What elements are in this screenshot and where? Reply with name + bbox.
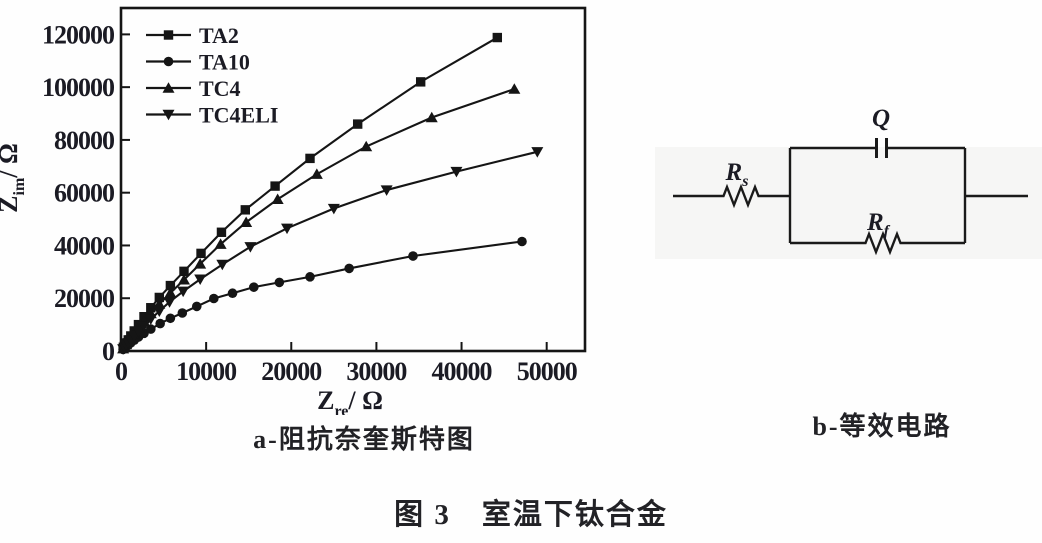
series-marker-TA10 [155,318,165,329]
series-marker-TC4 [164,287,177,298]
resistor-rs-label: Rs [725,159,749,190]
capacitor-q-plates [875,138,888,158]
series-marker-TA10 [165,313,176,324]
series-marker-TC4 [153,298,166,309]
legend-marker-TC4ELI [162,109,175,121]
series-marker-TA2 [415,77,426,87]
y-tick-label: 80000 [54,126,115,155]
nyquist-chart: Zim/ Ω Zre/ Ω 0 10000 20000 30000 40000 50000… [0,6,587,415]
resistor-rf-label: Rf [866,209,891,240]
figure-caption: 图 3 室温下钛合金 [394,499,668,531]
series-marker-TA10 [344,263,354,274]
legend-label-TC4ELI: TC4ELI [199,103,278,128]
series-marker-TA2 [196,248,206,259]
panel-a-caption: a-阻抗奈奎斯特图 [253,425,475,454]
series-marker-TA10 [177,308,188,318]
series-marker-TA2 [154,292,165,303]
series-marker-TC4 [194,258,207,269]
series-marker-TA10 [227,288,238,299]
capacitor-q-label: Q [872,105,890,132]
resistor-rs [720,183,762,209]
x-tick-label: 20000 [261,357,322,386]
resistor-rf [862,230,904,256]
y-tick-label: 120000 [42,20,115,49]
x-axis-label: Zre/ Ω [317,386,383,415]
y-tick-label: 0 [102,337,115,366]
series-marker-TA2 [305,153,315,164]
legend-label-TA10: TA10 [199,50,250,75]
series-marker-TC4ELI [450,166,463,178]
x-tick-label: 30000 [346,357,407,386]
x-tick-label: 40000 [432,357,493,386]
legend-marker-TC4 [162,82,175,93]
series-marker-TC4 [425,111,438,123]
series-marker-TC4ELI [132,326,145,338]
series-marker-TC4 [508,83,521,94]
series-marker-TA2 [270,181,280,191]
legend-marker-TA10 [163,56,174,67]
series-marker-TC4 [310,168,323,179]
series-marker-TA10 [145,324,156,334]
series-marker-TC4ELI [194,274,207,286]
y-axis-label: Zim/ Ω [0,143,28,213]
legend-marker-TA2 [163,30,174,40]
y-tick-label: 60000 [54,179,115,208]
series-marker-TC4ELI [380,185,393,196]
series-marker-TC4ELI [216,259,229,271]
series-marker-TA10 [209,293,219,304]
y-tick-label: 20000 [54,284,115,313]
y-tick-label: 100000 [42,73,115,102]
series-line-TA2 [122,36,498,349]
series-marker-TA10 [517,236,527,247]
x-tick-label: 50000 [517,357,578,386]
series-marker-TA10 [408,251,418,261]
series-marker-TC4 [178,273,191,285]
scan-background-band [655,147,1042,259]
panel-b-caption: b-等效电路 [812,412,952,441]
series-marker-TA2 [216,227,227,237]
series-marker-TC4 [360,140,373,152]
series-marker-TC4ELI [327,203,340,215]
legend-label-TC4: TC4 [199,76,241,101]
x-tick-label: 10000 [176,357,237,386]
y-tick-label: 40000 [54,231,115,260]
series-marker-TC4 [240,216,253,227]
series-marker-TA10 [249,282,259,292]
series-marker-TA2 [179,266,189,277]
series-marker-TA10 [305,272,315,282]
x-tick-label: 0 [115,357,128,386]
series-marker-TA2 [492,32,503,43]
series-marker-TC4 [271,193,284,204]
series-marker-TC4ELI [153,306,166,317]
series-marker-TA2 [352,119,363,129]
equivalent-circuit-diagram: Q Rs Rf [673,105,1028,256]
series-marker-TA10 [191,301,202,312]
series-marker-TC4 [214,238,227,249]
series-marker-TC4ELI [163,297,176,308]
series-marker-TA2 [240,205,251,215]
legend-label-TA2: TA2 [199,23,239,48]
series-marker-TC4ELI [137,321,150,332]
series-line-TC4ELI [122,150,538,350]
series-marker-TC4ELI [177,286,190,298]
series-marker-TC4ELI [281,223,294,235]
series-marker-TC4ELI [144,314,157,325]
plot-frame [119,6,587,353]
series-marker-TA2 [146,303,156,313]
series-marker-TA2 [165,280,176,291]
series-marker-TA10 [274,277,285,288]
series-marker-TC4ELI [244,242,257,253]
series-marker-TC4ELI [531,147,544,158]
